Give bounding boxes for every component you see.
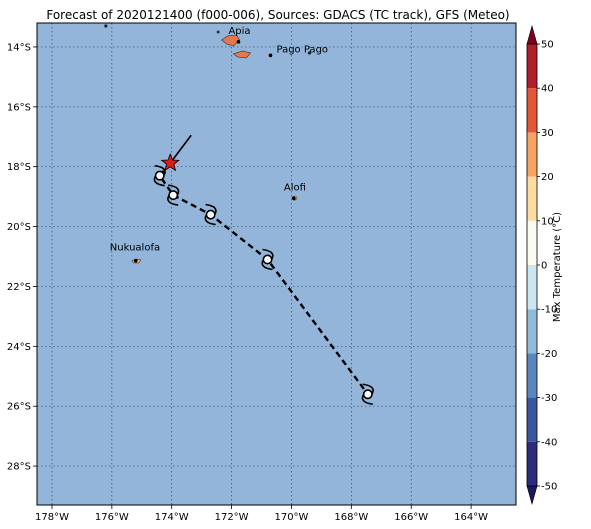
- islet-north-dot: [104, 24, 108, 28]
- place-label-pago-pago: Pago Pago: [277, 44, 329, 55]
- place-marker-pago-pago[interactable]: [268, 53, 273, 58]
- colorbar-tick-label: -10: [541, 305, 557, 316]
- place-marker-nukualofa[interactable]: [133, 258, 138, 263]
- y-tick-label: 22°S: [7, 282, 31, 293]
- colorbar-bin: [527, 265, 537, 310]
- x-tick-label: 170°W: [274, 512, 308, 523]
- colorbar-bin: [527, 44, 537, 89]
- x-tick-label: 178°W: [35, 512, 69, 523]
- island-tutuila: [232, 50, 252, 59]
- y-tick-label: 18°S: [7, 162, 31, 173]
- cyclone-symbol-icon[interactable]: [261, 248, 274, 271]
- place-marker-apia[interactable]: [236, 40, 241, 44]
- colorbar-tick-label: -20: [541, 349, 557, 360]
- colorbar-tick-label: 10: [541, 216, 554, 227]
- colorbar-bin: [527, 397, 537, 442]
- cyclone-symbol-icon[interactable]: [204, 203, 217, 226]
- map-border: [36, 22, 517, 506]
- y-tick-label: 20°S: [7, 222, 31, 233]
- x-tick-label: 172°W: [215, 512, 249, 523]
- colorbar-label: Max Temperature (°C): [552, 211, 563, 323]
- colorbar-tick-label: 0: [541, 261, 547, 272]
- colorbar-extend-high: [526, 24, 538, 45]
- place-label-nukualofa: Nukualofa: [110, 243, 160, 254]
- colorbar-bin: [527, 132, 537, 177]
- colorbar-tick-label: -40: [541, 437, 557, 448]
- colorbar-bin: [527, 309, 537, 354]
- colorbar-extend-low: [526, 485, 538, 506]
- island-upolu: [221, 34, 240, 47]
- x-tick-label: 174°W: [155, 512, 189, 523]
- colorbar-tick-label: -30: [541, 393, 557, 404]
- colorbar-bin: [527, 220, 537, 265]
- cyclone-symbol-icon[interactable]: [361, 383, 374, 406]
- colorbar-bin: [527, 88, 537, 133]
- islet-savaii-dot: [216, 30, 220, 34]
- map-canvas[interactable]: Apia Pago Pago Alofi Nukualofa 178°W 176°W 174…: [7, 22, 517, 523]
- ocean-background: [37, 23, 516, 505]
- colorbar-bin: [527, 353, 537, 398]
- cyclone-symbol-icon[interactable]: [167, 184, 180, 206]
- y-tick-label: 16°S: [7, 102, 31, 113]
- chart-title: Forecast of 2020121400 (f000-006), Sourc…: [46, 8, 510, 22]
- islet-manua-dot: [307, 51, 312, 55]
- colorbar-tick-label: 50: [541, 40, 554, 51]
- y-tick-label: 24°S: [7, 342, 31, 353]
- y-tick-label: 28°S: [7, 462, 31, 473]
- colorbar-canvas: -50 -40 -30 -20 -10 0 10 20 30 40 50: [526, 24, 557, 506]
- colorbar-tick-label: 30: [541, 128, 554, 139]
- cyclone-symbol-icon[interactable]: [153, 164, 166, 187]
- place-marker-alofi[interactable]: [292, 196, 296, 201]
- x-tick-label: 164°W: [454, 512, 488, 523]
- y-tick-label: 26°S: [7, 402, 31, 413]
- colorbar-tick-label: 40: [541, 84, 554, 95]
- colorbar: -50 -40 -30 -20 -10 0 10 20 30 40 50: [526, 24, 557, 508]
- colorbar-bin: [527, 441, 537, 486]
- colorbar-bin: [527, 176, 537, 221]
- colorbar-tick-label: -50: [541, 482, 557, 493]
- x-tick-label: 168°W: [334, 512, 368, 523]
- colorbar-tick-label: 20: [541, 172, 554, 183]
- past-track-line: [169, 134, 192, 164]
- place-label-apia: Apia: [228, 26, 250, 37]
- place-label-alofi: Alofi: [284, 182, 306, 193]
- current-position-star-icon[interactable]: [160, 152, 180, 172]
- x-tick-label: 176°W: [95, 512, 129, 523]
- y-tick-label: 14°S: [7, 42, 31, 53]
- x-tick-label: 166°W: [394, 512, 428, 523]
- map-panel[interactable]: Apia Pago Pago Alofi Nukualofa 178°W 176°W 174…: [7, 22, 517, 523]
